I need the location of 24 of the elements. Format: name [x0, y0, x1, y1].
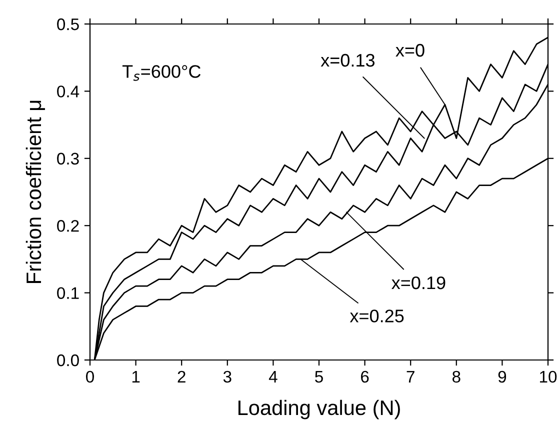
y-tick-label: 0.2: [57, 220, 79, 232]
x-tick-label: 6: [361, 370, 369, 383]
y-tick-label: 0.5: [57, 18, 79, 30]
x-tick-label: 4: [268, 371, 278, 382]
y-axis-title: Friction coefficient μ: [26, 100, 45, 283]
x-tick-label: 8: [452, 370, 460, 383]
y-tick-label: 0.3: [57, 152, 79, 165]
x-tick-label: 9: [498, 370, 506, 383]
annotation: x=0.25: [350, 310, 404, 322]
annotation: x=0: [396, 44, 424, 57]
y-tick-label: 0.4: [57, 86, 80, 98]
annotation: T$_{s}$=600°C: [122, 65, 201, 81]
x-tick-label: 1: [132, 371, 140, 382]
annotation: x=0.13: [320, 54, 375, 67]
x-tick-label: 7: [406, 371, 414, 382]
x-tick-label: 10: [540, 370, 557, 383]
x-tick-label: 2: [178, 370, 186, 382]
x-tick-label: 5: [315, 371, 323, 383]
y-tick-label: 0.1: [57, 287, 79, 300]
y-tick-label: 0.0: [57, 354, 79, 366]
x-axis-title: Loading value (N): [238, 400, 400, 420]
annotation: x=0.19: [392, 276, 446, 290]
x-tick-label: 0: [86, 370, 94, 383]
x-tick-label: 3: [223, 370, 232, 383]
